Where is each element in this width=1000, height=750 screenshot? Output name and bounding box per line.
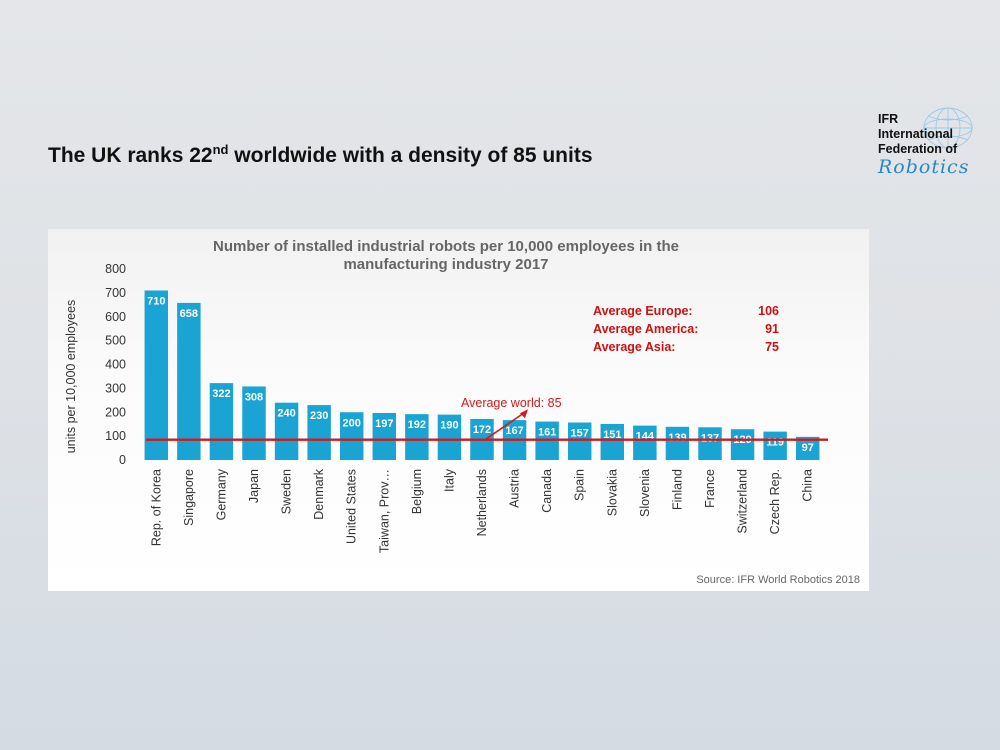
bar-value-label: 240 <box>277 408 295 420</box>
category-label: Slovakia <box>605 469 619 516</box>
y-tick-label: 100 <box>105 429 126 443</box>
category-label: Canada <box>540 469 554 513</box>
logo-robotics-script: Robotics <box>878 156 970 178</box>
y-axis-label: units per 10,000 employees <box>64 300 78 454</box>
world-average-label: Average world: 85 <box>461 396 562 410</box>
category-label: Belgium <box>410 469 424 514</box>
bar-8 <box>372 412 397 460</box>
slide-title-prefix: The UK ranks 22 <box>48 144 213 167</box>
bar-6 <box>307 405 331 460</box>
category-label: Finland <box>670 469 684 510</box>
bar-value-label: 161 <box>538 427 556 439</box>
bar-19 <box>730 429 755 460</box>
category-label: Denmark <box>312 468 326 519</box>
category-label: Netherlands <box>475 469 489 536</box>
bar-7 <box>339 412 364 460</box>
bar-value-label: 151 <box>603 429 621 441</box>
bar-value-label: 322 <box>212 388 230 400</box>
category-label: Singapore <box>182 469 196 526</box>
bar-value-label: 710 <box>147 295 165 307</box>
y-tick-label: 300 <box>105 381 126 395</box>
average-label: Average Asia: <box>593 340 675 354</box>
category-label: Austria <box>508 469 522 508</box>
average-label: Average America: <box>593 322 698 336</box>
y-tick-label: 600 <box>105 310 126 324</box>
bar-2 <box>177 302 201 460</box>
ifr-logo: IFR International Federation of Robotics <box>878 94 990 184</box>
source-note: Source: IFR World Robotics 2018 <box>696 574 860 586</box>
y-tick-label: 400 <box>105 358 126 372</box>
chart-title-line-2: manufacturing industry 2017 <box>343 256 548 273</box>
globe-icon <box>923 107 973 149</box>
category-label: Slovenia <box>638 469 652 517</box>
bar-value-label: 230 <box>310 410 328 422</box>
bar-value-label: 137 <box>701 432 719 444</box>
bar-17 <box>665 426 690 460</box>
bar-16 <box>633 425 657 460</box>
y-tick-label: 500 <box>105 334 126 348</box>
bar-value-label: 200 <box>343 417 361 429</box>
slide-title-superscript: nd <box>212 142 229 157</box>
bar-1 <box>144 290 169 460</box>
bar-9 <box>405 414 429 460</box>
bar-21 <box>795 436 820 460</box>
average-value: 106 <box>758 304 779 318</box>
category-label: Japan <box>247 469 261 503</box>
bar-value-label: 192 <box>408 419 426 431</box>
robot-density-chart: Number of installed industrial robots pe… <box>64 238 860 586</box>
logo-line-international: International <box>878 127 954 141</box>
arrowhead-icon <box>520 409 528 419</box>
logo-line-ifr: IFR <box>878 112 899 126</box>
y-tick-label: 800 <box>105 262 126 276</box>
bar-15 <box>600 423 625 460</box>
slide-title-suffix: worldwide with a density of 85 units <box>228 144 593 167</box>
category-label: France <box>703 469 717 508</box>
y-tick-label: 0 <box>119 453 126 467</box>
bar-value-label: 157 <box>571 428 589 440</box>
bar-value-label: 190 <box>440 420 458 432</box>
chart-title-line-1: Number of installed industrial robots pe… <box>213 238 679 255</box>
category-label: Italy <box>442 468 456 492</box>
bar-value-label: 172 <box>473 424 491 436</box>
category-label: Czech Rep. <box>768 469 782 534</box>
logo-line-federation: Federation of <box>878 142 958 156</box>
category-label: Sweden <box>280 469 294 514</box>
bar-18 <box>698 427 722 460</box>
category-label: Spain <box>573 469 587 501</box>
average-value: 75 <box>765 340 779 354</box>
bar-10 <box>437 414 462 460</box>
bar-value-label: 97 <box>802 442 814 454</box>
category-label: Germany <box>214 468 228 520</box>
bar-5 <box>274 402 299 460</box>
y-tick-label: 200 <box>105 405 126 419</box>
average-label: Average Europe: <box>593 304 693 318</box>
bar-value-label: 139 <box>668 432 686 444</box>
bar-value-label: 658 <box>180 308 198 320</box>
category-label: United States <box>345 469 359 544</box>
bar-value-label: 308 <box>245 391 263 403</box>
category-label: Switzerland <box>736 469 750 534</box>
y-tick-label: 700 <box>105 286 126 300</box>
bar-value-label: 119 <box>766 437 784 449</box>
average-value: 91 <box>765 322 779 336</box>
world-average-arrow <box>484 411 526 441</box>
slide-title: The UK ranks 22nd worldwide with a densi… <box>48 142 593 168</box>
chart-panel: Number of installed industrial robots pe… <box>48 229 869 591</box>
bar-value-label: 197 <box>375 418 393 430</box>
category-label: Rep. of Korea <box>149 469 163 546</box>
category-label: Taiwan, Prov… <box>377 469 391 553</box>
bar-14 <box>567 422 592 460</box>
category-label: China <box>801 469 815 502</box>
bar-4 <box>242 386 266 460</box>
bar-value-label: 167 <box>505 425 523 437</box>
